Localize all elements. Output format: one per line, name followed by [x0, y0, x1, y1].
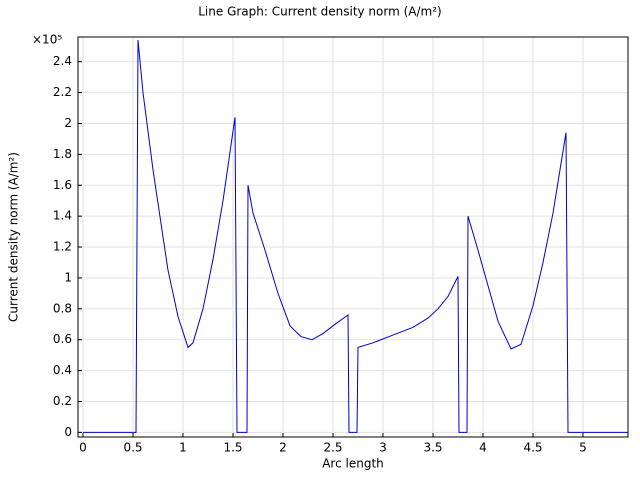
data-line — [83, 40, 628, 433]
y-tick-label: 1.4 — [53, 209, 72, 223]
x-axis-label: Arc length — [322, 457, 384, 471]
plot-frame — [77, 36, 629, 438]
x-tick-label: 5 — [579, 441, 587, 455]
y-tick-label: 0.8 — [53, 301, 72, 315]
x-tick-label: 0 — [79, 441, 87, 455]
y-axis-label: Current density norm (A/m²) — [7, 152, 21, 322]
y-tick-label: 1.8 — [53, 147, 72, 161]
x-tick-label: 1.5 — [223, 441, 242, 455]
y-tick-label: 1 — [64, 270, 72, 284]
x-tick-label: 4.5 — [523, 441, 542, 455]
x-tick-label: 4 — [479, 441, 487, 455]
y-tick-label: 1.2 — [53, 240, 72, 254]
x-tick-label: 2.5 — [323, 441, 342, 455]
y-tick-label: 0 — [64, 425, 72, 439]
x-tick-label: 3 — [379, 441, 387, 455]
y-multiplier: ×10⁵ — [32, 33, 62, 47]
x-tick-label: 1 — [179, 441, 187, 455]
y-tick-label: 0.4 — [53, 363, 72, 377]
y-tick-label: 0.6 — [53, 332, 72, 346]
x-tick-label: 3.5 — [423, 441, 442, 455]
y-tick-label: 2.4 — [53, 54, 72, 68]
chart-title: Line Graph: Current density norm (A/m²) — [198, 5, 441, 19]
y-tick-label: 2 — [64, 116, 72, 130]
x-tick-label: 2 — [279, 441, 287, 455]
y-tick-label: 2.2 — [53, 85, 72, 99]
y-tick-label: 1.6 — [53, 178, 72, 192]
x-tick-label: 0.5 — [123, 441, 142, 455]
y-tick-label: 0.2 — [53, 394, 72, 408]
